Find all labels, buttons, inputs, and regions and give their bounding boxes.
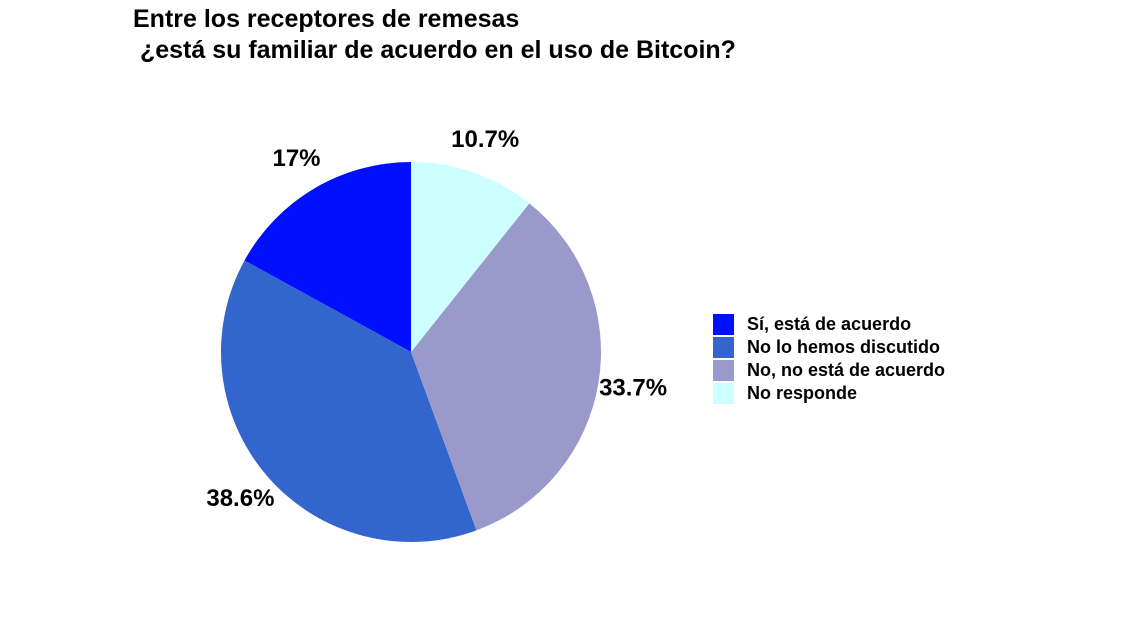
- chart-subtitle: ¿está su familiar de acuerdo en el uso d…: [133, 36, 736, 64]
- pie-labels: 17% 38.6% 33.7% 10.7%: [206, 126, 667, 512]
- chart-title-block: Entre los receptores de remesas ¿está su…: [133, 4, 736, 66]
- pie-slice-no-lo-hemos-discutido: [221, 260, 477, 542]
- legend-label: No, no está de acuerdo: [747, 360, 946, 380]
- legend-item-no-responde: No responde: [713, 382, 945, 405]
- legend-swatch: [713, 383, 734, 404]
- legend-swatch: [713, 314, 734, 335]
- legend-swatch: [713, 360, 734, 381]
- pie-label-si-esta-de-acuerdo: 17%: [272, 145, 320, 172]
- legend: Sí, está de acuerdo No lo hemos discutid…: [713, 313, 945, 405]
- pie-slice-no-no-esta-de-acuerdo: [411, 203, 601, 531]
- legend-label: No lo hemos discutido: [747, 337, 941, 357]
- legend-swatch: [713, 337, 734, 358]
- pie-slice-si-esta-de-acuerdo: [244, 162, 411, 352]
- legend-item-si-de-acuerdo: Sí, está de acuerdo: [713, 313, 945, 336]
- pie-slice-no-responde: [411, 162, 530, 352]
- legend-label: No responde: [747, 383, 858, 403]
- chart-title: Entre los receptores de remesas: [133, 5, 520, 33]
- pie-label-no-no-esta-de-acuerdo: 33.7%: [599, 374, 667, 401]
- legend-item-no-de-acuerdo: No, no está de acuerdo: [713, 359, 945, 382]
- pie-label-no-lo-hemos-discutido: 38.6%: [206, 485, 274, 512]
- legend-label: Sí, está de acuerdo: [747, 314, 912, 334]
- pie-slices: [221, 162, 601, 542]
- legend-item-no-discutido: No lo hemos discutido: [713, 336, 945, 359]
- pie-label-no-responde: 10.7%: [451, 126, 519, 153]
